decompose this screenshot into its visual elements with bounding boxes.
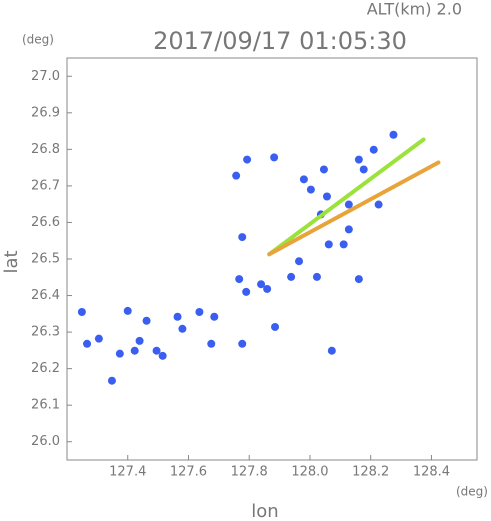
header: ALT(km) 2.0 xyxy=(367,0,462,19)
x-tick-label: 128.0 xyxy=(291,465,328,480)
echo xyxy=(232,171,241,180)
echo xyxy=(327,346,336,355)
y-tick-label: 26.4 xyxy=(31,288,60,303)
echo xyxy=(123,306,132,315)
echo xyxy=(77,307,86,316)
echo xyxy=(389,130,398,139)
y-tick-label: 26.1 xyxy=(31,398,60,413)
y-tick-label: 26.5 xyxy=(31,252,60,267)
x-unit: (deg) xyxy=(456,485,488,499)
x-tick-label: 128.4 xyxy=(413,465,450,480)
x-tick-label: 127.6 xyxy=(170,465,207,480)
y-tick-label: 26.2 xyxy=(31,361,60,376)
echo xyxy=(242,287,251,296)
echo xyxy=(354,275,363,284)
y-tick-label: 26.3 xyxy=(31,325,60,340)
echo xyxy=(178,324,187,333)
echo xyxy=(152,346,161,355)
echo xyxy=(107,376,116,385)
echo xyxy=(207,339,216,348)
echo xyxy=(195,307,204,316)
echo xyxy=(94,334,103,343)
echo xyxy=(142,316,151,325)
echo xyxy=(306,185,315,194)
echo xyxy=(344,225,353,234)
echo xyxy=(270,153,279,162)
echo xyxy=(158,351,167,360)
echo xyxy=(369,145,378,154)
echo xyxy=(374,200,383,209)
echo xyxy=(243,155,252,164)
echo xyxy=(339,240,348,249)
echo xyxy=(344,200,353,209)
y-tick-label: 27.0 xyxy=(31,69,60,84)
echo xyxy=(257,280,266,289)
echo-band xyxy=(267,137,426,257)
echo xyxy=(271,322,280,331)
x-tick-label: 127.8 xyxy=(231,465,268,480)
echo xyxy=(359,165,368,174)
echo xyxy=(210,312,219,321)
y-tick-label: 26.8 xyxy=(31,142,60,157)
echo xyxy=(319,165,328,174)
echo xyxy=(115,349,124,358)
echo xyxy=(235,275,244,284)
echo xyxy=(324,240,333,249)
echo-band xyxy=(267,160,441,257)
y-unit: (deg) xyxy=(22,33,54,47)
echo xyxy=(238,233,247,242)
echo xyxy=(354,155,363,164)
echo xyxy=(238,339,247,348)
echo xyxy=(263,284,272,293)
echo xyxy=(322,192,331,201)
echo xyxy=(130,346,139,355)
echo xyxy=(295,257,304,266)
echo xyxy=(135,336,144,345)
y-tick-label: 26.7 xyxy=(31,178,60,193)
x-axis-label: lon xyxy=(251,501,278,521)
echo xyxy=(287,272,296,281)
x-tick-label: 128.2 xyxy=(352,465,389,480)
y-tick-label: 26.0 xyxy=(31,434,60,449)
echo xyxy=(312,272,321,281)
plot-frame xyxy=(66,57,478,461)
echo xyxy=(299,175,308,184)
y-tick-label: 26.6 xyxy=(31,215,60,230)
x-tick-label: 127.4 xyxy=(109,465,146,480)
y-tick-label: 26.9 xyxy=(31,105,60,120)
echo xyxy=(83,339,92,348)
y-axis-label: lat xyxy=(1,250,22,273)
chart-title: 2017/09/17 01:05:30 xyxy=(153,27,407,55)
echo xyxy=(173,312,182,321)
